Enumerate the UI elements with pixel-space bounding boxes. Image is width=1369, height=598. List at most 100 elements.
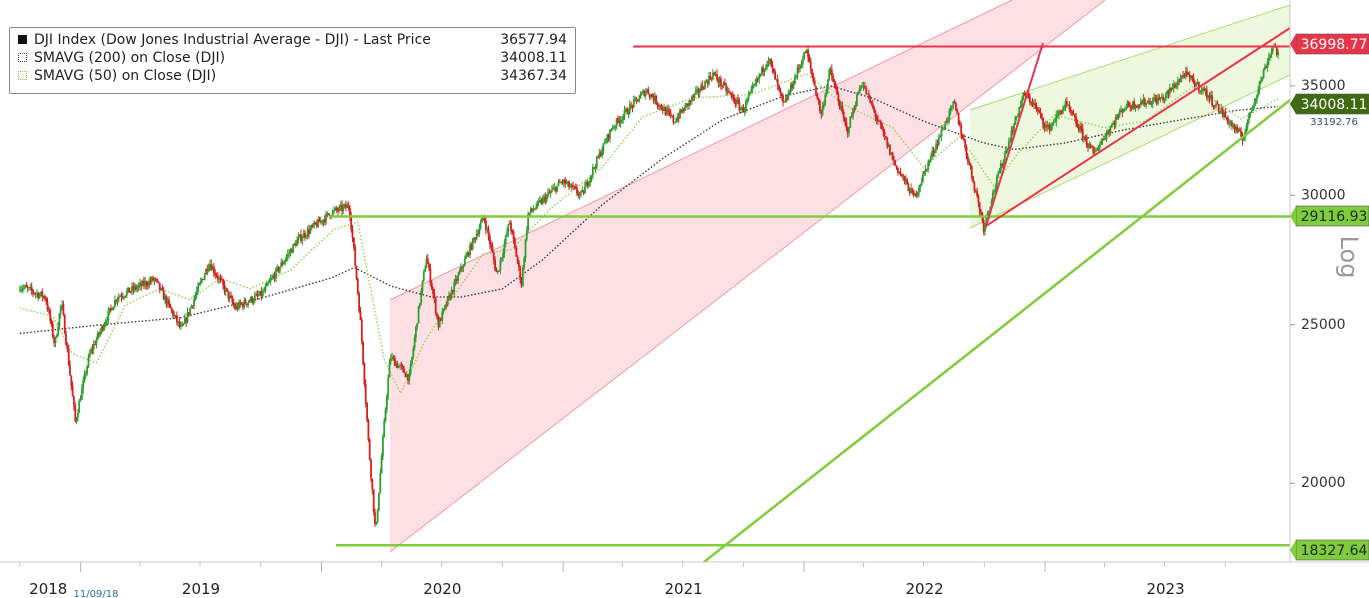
candle-body: [1220, 108, 1223, 112]
candle-body: [766, 63, 768, 68]
candle-body: [519, 266, 522, 280]
candle-body: [549, 191, 552, 194]
candle-body: [257, 295, 260, 296]
candle-body: [609, 129, 611, 139]
candle-body: [668, 111, 671, 113]
candle-body: [1171, 87, 1174, 91]
candle-body: [977, 195, 980, 203]
candle-body: [1268, 57, 1270, 62]
candle-body: [867, 93, 870, 96]
candle-body: [123, 296, 125, 298]
price-tag-label: 29116.93: [1301, 209, 1368, 225]
candle-body: [842, 111, 845, 118]
candle-body: [763, 69, 766, 72]
candle-body: [515, 247, 518, 257]
candle-body: [1014, 116, 1017, 125]
candle-body: [838, 102, 841, 109]
candle-body: [883, 131, 886, 137]
rising-channel-lower-line: [389, 0, 1106, 553]
candle-body: [166, 299, 169, 305]
candle-body: [1058, 111, 1060, 115]
candle-body: [1099, 143, 1101, 148]
candle-body: [25, 285, 28, 288]
candle-body: [852, 109, 854, 117]
candle-body: [1155, 98, 1158, 104]
candle-body: [895, 165, 898, 168]
candle-body: [561, 182, 564, 183]
candle-body: [733, 96, 735, 103]
candle-body: [356, 279, 359, 294]
candle-body: [58, 313, 61, 327]
candle-body: [450, 290, 453, 299]
candle-body: [836, 88, 838, 95]
candle-body: [696, 89, 699, 91]
candle-body: [844, 118, 846, 123]
candle-body: [1161, 97, 1163, 98]
candle-body: [974, 190, 977, 192]
candle-body: [727, 90, 730, 92]
candle-body: [555, 187, 557, 192]
x-year-label: 2019: [182, 580, 220, 598]
candle-body: [1031, 102, 1034, 105]
candle-body: [135, 286, 137, 290]
candle-body: [1199, 90, 1202, 92]
candle-body: [350, 216, 353, 230]
candle-body: [801, 59, 804, 65]
candle-body: [255, 294, 258, 296]
candle-body: [305, 236, 308, 238]
candle-body: [1077, 126, 1080, 131]
candle-body: [363, 363, 366, 384]
candle-body: [205, 269, 207, 275]
candle-body: [444, 305, 446, 309]
candle-body: [1227, 118, 1229, 124]
candle-body: [874, 111, 877, 117]
candle-body: [466, 252, 469, 257]
candle-body: [906, 179, 908, 184]
candle-body: [156, 279, 158, 281]
candle-body: [483, 218, 486, 221]
candle-body: [582, 190, 585, 194]
candle-body: [823, 104, 825, 106]
candle-body: [66, 344, 69, 350]
candle-body: [1162, 97, 1165, 101]
candle-body: [54, 337, 57, 343]
candle-body: [676, 117, 679, 122]
candle-body: [915, 193, 918, 197]
candle-body: [834, 85, 837, 89]
candle-body: [551, 189, 553, 192]
candle-body: [300, 234, 302, 241]
candle-body: [726, 90, 729, 92]
candle-body: [180, 325, 182, 327]
candle-body: [1093, 150, 1096, 154]
candle-body: [34, 293, 37, 295]
candle-body: [256, 294, 259, 296]
candle-body: [140, 282, 143, 286]
candle-body: [393, 358, 396, 366]
candle-body: [952, 101, 955, 106]
candle-body: [993, 190, 996, 193]
candle-body: [1009, 140, 1011, 142]
candle-body: [598, 152, 601, 158]
candle-body: [764, 67, 767, 69]
candle-body: [529, 208, 532, 213]
candle-body: [694, 90, 697, 94]
candle-body: [945, 121, 948, 123]
candle-body: [1175, 85, 1178, 88]
candle-body: [96, 333, 99, 340]
candle-body: [1046, 125, 1048, 128]
candle-body: [845, 122, 848, 128]
candle-body: [1052, 122, 1055, 123]
candle-body: [492, 252, 495, 260]
candle-body: [1038, 110, 1040, 113]
candle-body: [588, 183, 590, 186]
candle-body: [994, 186, 997, 191]
candle-body: [790, 83, 792, 92]
candle-body: [591, 167, 594, 175]
candle-body: [182, 323, 185, 326]
recovery-trend-line: [985, 42, 1044, 227]
candle-body: [827, 79, 829, 90]
candle-body: [1013, 124, 1015, 132]
candle-body: [309, 228, 312, 234]
candle-body: [448, 295, 450, 298]
candle-body: [301, 237, 304, 241]
